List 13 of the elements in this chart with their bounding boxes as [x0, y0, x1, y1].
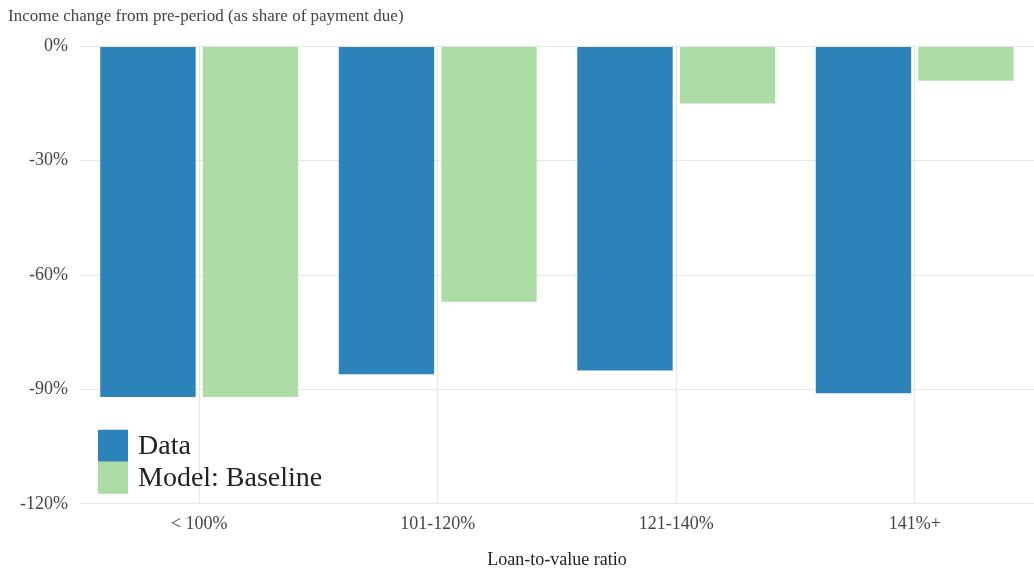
y-axis-title: Income change from pre-period (as share of payment due): [8, 5, 404, 25]
y-tick-label: 0%: [43, 35, 68, 56]
y-tick-label: -120%: [19, 492, 68, 513]
x-axis-title: Loan-to-value ratio: [487, 548, 627, 569]
y-tick-label: -30%: [28, 149, 68, 170]
y-tick-label: -60%: [28, 263, 68, 284]
legend-label: Model: Baseline: [137, 461, 323, 493]
y-tick-label: -90%: [28, 378, 68, 399]
legend-label: Data: [137, 429, 192, 461]
x-tick-label: 121-140%: [638, 513, 714, 534]
x-tick-label: < 100%: [170, 513, 228, 534]
x-tick-label: 141%+: [888, 513, 941, 534]
x-tick-label: 101-120%: [400, 513, 476, 534]
